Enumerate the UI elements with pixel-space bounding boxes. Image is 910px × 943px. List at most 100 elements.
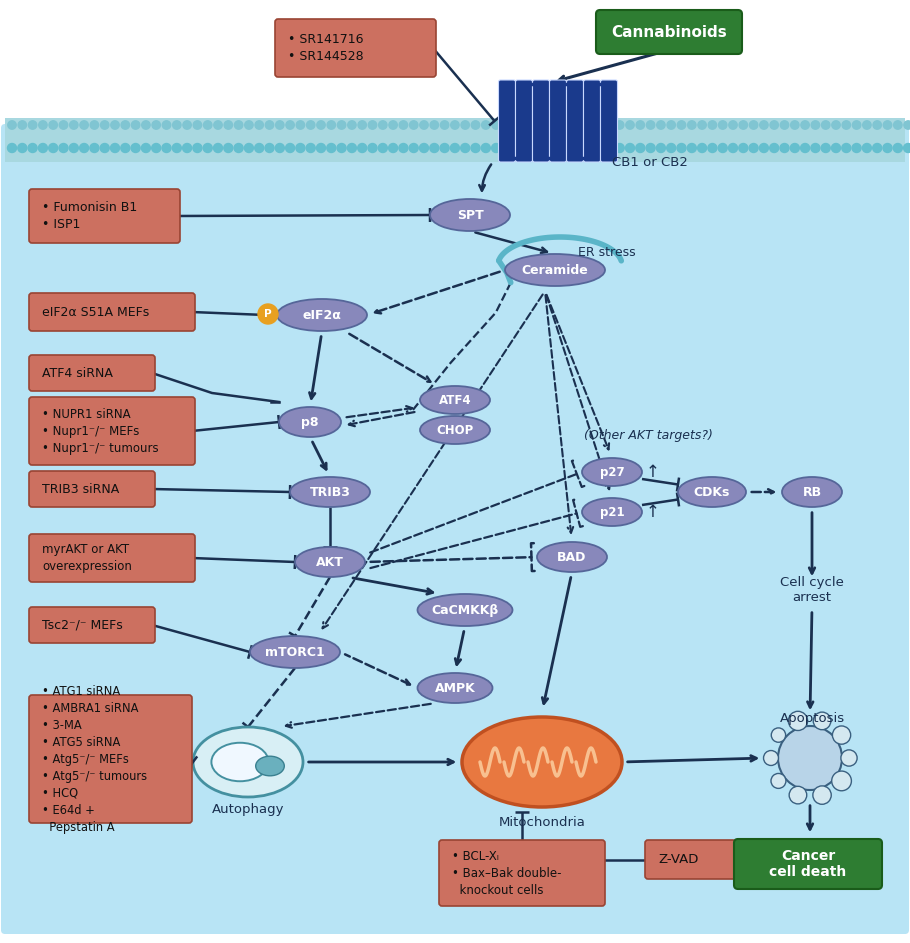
Circle shape xyxy=(667,121,675,129)
Text: CaCMKKβ: CaCMKKβ xyxy=(431,604,499,617)
Circle shape xyxy=(18,143,26,153)
Circle shape xyxy=(399,143,408,153)
Circle shape xyxy=(657,121,665,129)
Circle shape xyxy=(296,121,305,129)
Circle shape xyxy=(698,143,706,153)
Circle shape xyxy=(813,786,831,804)
Circle shape xyxy=(296,143,305,153)
Circle shape xyxy=(420,143,429,153)
Circle shape xyxy=(224,121,232,129)
Circle shape xyxy=(69,121,78,129)
Circle shape xyxy=(183,143,192,153)
Circle shape xyxy=(873,121,882,129)
Circle shape xyxy=(18,121,26,129)
Circle shape xyxy=(605,143,614,153)
Circle shape xyxy=(255,121,263,129)
Circle shape xyxy=(687,143,696,153)
Circle shape xyxy=(152,143,161,153)
Text: eIF2α S51A MEFs: eIF2α S51A MEFs xyxy=(42,306,149,319)
Circle shape xyxy=(563,143,572,153)
Text: ATF4 siRNA: ATF4 siRNA xyxy=(42,367,113,379)
Circle shape xyxy=(646,143,655,153)
Circle shape xyxy=(884,121,892,129)
Circle shape xyxy=(491,143,501,153)
Ellipse shape xyxy=(295,547,365,577)
Text: • Fumonisin B1
• ISP1: • Fumonisin B1 • ISP1 xyxy=(42,201,137,231)
Text: Z-VAD: Z-VAD xyxy=(658,853,698,866)
Circle shape xyxy=(90,121,98,129)
Ellipse shape xyxy=(277,299,367,331)
Text: • BCL-Xₗ
• Bax–Bak double-
  knockout cells: • BCL-Xₗ • Bax–Bak double- knockout cell… xyxy=(452,850,561,897)
Ellipse shape xyxy=(537,542,607,572)
Circle shape xyxy=(368,143,377,153)
Text: p27: p27 xyxy=(600,466,624,478)
Circle shape xyxy=(420,121,429,129)
Circle shape xyxy=(708,143,717,153)
Circle shape xyxy=(584,143,593,153)
Text: Cannabinoids: Cannabinoids xyxy=(612,25,727,40)
Circle shape xyxy=(348,143,357,153)
Circle shape xyxy=(811,143,820,153)
Circle shape xyxy=(780,121,789,129)
Circle shape xyxy=(492,121,501,129)
Circle shape xyxy=(430,121,439,129)
FancyBboxPatch shape xyxy=(29,695,192,823)
Circle shape xyxy=(440,143,450,153)
Circle shape xyxy=(162,143,171,153)
Circle shape xyxy=(7,143,16,153)
Text: CB1 or CB2: CB1 or CB2 xyxy=(612,156,688,169)
FancyBboxPatch shape xyxy=(29,355,155,391)
Circle shape xyxy=(512,143,521,153)
Circle shape xyxy=(100,121,109,129)
Ellipse shape xyxy=(250,636,340,668)
Circle shape xyxy=(317,121,325,129)
Circle shape xyxy=(822,121,830,129)
Circle shape xyxy=(245,143,253,153)
FancyBboxPatch shape xyxy=(583,80,601,162)
FancyBboxPatch shape xyxy=(734,839,882,889)
Circle shape xyxy=(379,143,388,153)
Ellipse shape xyxy=(678,477,746,507)
Circle shape xyxy=(131,143,140,153)
Circle shape xyxy=(863,143,872,153)
Ellipse shape xyxy=(782,477,842,507)
Circle shape xyxy=(266,121,274,129)
Circle shape xyxy=(772,728,785,742)
Circle shape xyxy=(595,121,603,129)
Circle shape xyxy=(729,121,737,129)
Circle shape xyxy=(379,121,387,129)
Circle shape xyxy=(789,786,807,803)
Ellipse shape xyxy=(462,717,622,807)
Circle shape xyxy=(214,121,222,129)
Ellipse shape xyxy=(582,498,642,526)
Text: AKT: AKT xyxy=(316,555,344,569)
Circle shape xyxy=(729,143,737,153)
Ellipse shape xyxy=(420,386,490,414)
Circle shape xyxy=(258,304,278,324)
Circle shape xyxy=(778,726,842,790)
Circle shape xyxy=(719,121,727,129)
Circle shape xyxy=(894,121,902,129)
Circle shape xyxy=(688,121,696,129)
Text: mTORC1: mTORC1 xyxy=(265,646,325,658)
Circle shape xyxy=(100,143,109,153)
Circle shape xyxy=(750,121,758,129)
Circle shape xyxy=(646,121,655,129)
Circle shape xyxy=(832,771,852,791)
Circle shape xyxy=(574,143,583,153)
Text: eIF2α: eIF2α xyxy=(302,308,341,322)
Circle shape xyxy=(605,121,613,129)
Circle shape xyxy=(121,143,130,153)
Circle shape xyxy=(533,121,541,129)
Circle shape xyxy=(317,143,326,153)
Circle shape xyxy=(636,143,645,153)
Circle shape xyxy=(841,750,857,766)
Text: • SR141716
• SR144528: • SR141716 • SR144528 xyxy=(288,33,364,63)
Text: Mitochondria: Mitochondria xyxy=(499,816,585,829)
Circle shape xyxy=(481,143,490,153)
Circle shape xyxy=(763,751,778,766)
Circle shape xyxy=(338,121,346,129)
Text: ↑: ↑ xyxy=(646,503,660,521)
Text: BAD: BAD xyxy=(557,551,587,564)
Circle shape xyxy=(770,121,778,129)
